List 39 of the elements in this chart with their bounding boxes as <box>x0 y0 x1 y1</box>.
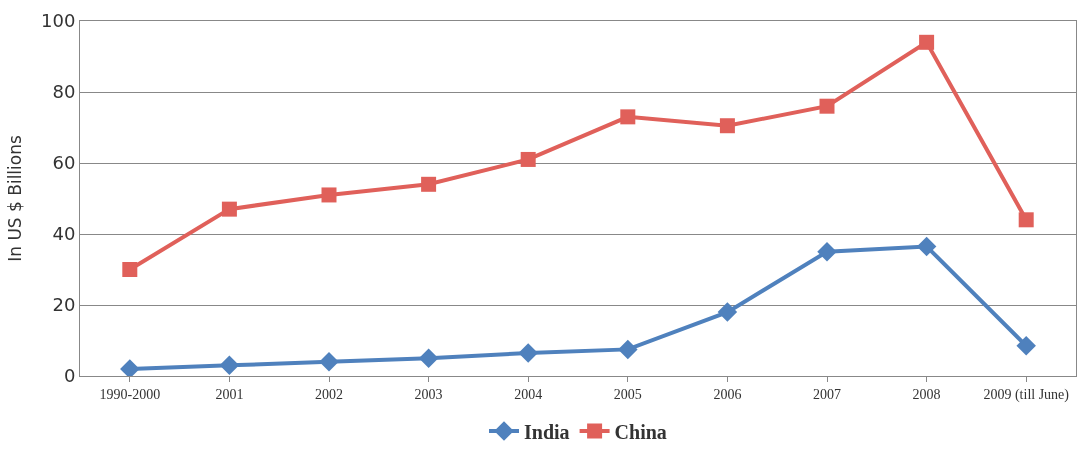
point <box>916 236 937 257</box>
x-tick-label: 2006 <box>713 386 742 402</box>
x-tick-label: 2008 <box>912 386 941 402</box>
x-tick-label: 1990-2000 <box>99 386 161 402</box>
point <box>421 176 437 192</box>
y-tick-label: 0 <box>63 365 76 387</box>
point <box>719 118 735 134</box>
legend-label: China <box>614 420 667 443</box>
point <box>620 109 636 125</box>
y-tick-label: 40 <box>52 223 76 245</box>
point <box>321 187 337 203</box>
point <box>717 302 738 322</box>
y-tick-label: 20 <box>52 294 76 316</box>
x-tick-label: 2001 <box>215 386 244 402</box>
point <box>120 359 140 376</box>
point <box>122 262 138 277</box>
legend-label: India <box>524 420 570 443</box>
point <box>221 201 237 217</box>
point <box>319 352 339 372</box>
x-tick-label: 2002 <box>315 386 343 402</box>
point <box>1018 212 1034 228</box>
y-tick-label: 80 <box>52 81 76 103</box>
x-tick-label: 2003 <box>414 386 443 402</box>
point <box>919 34 935 50</box>
point <box>418 348 439 368</box>
point <box>219 355 240 376</box>
x-tick-label: 2009 (till June) <box>983 386 1070 403</box>
x-tick-label: 2005 <box>613 386 642 402</box>
point <box>1016 336 1036 356</box>
point <box>618 339 638 360</box>
point <box>817 242 837 262</box>
x-tick-label: 2004 <box>514 386 543 402</box>
x-tick-label: 2007 <box>813 386 841 402</box>
y-tick-label: 100 <box>41 10 76 32</box>
point <box>518 343 538 363</box>
y-tick-label: 60 <box>52 152 76 174</box>
point <box>520 151 536 167</box>
point <box>819 98 835 114</box>
y-axis-title: In US $ Billions <box>4 135 25 262</box>
